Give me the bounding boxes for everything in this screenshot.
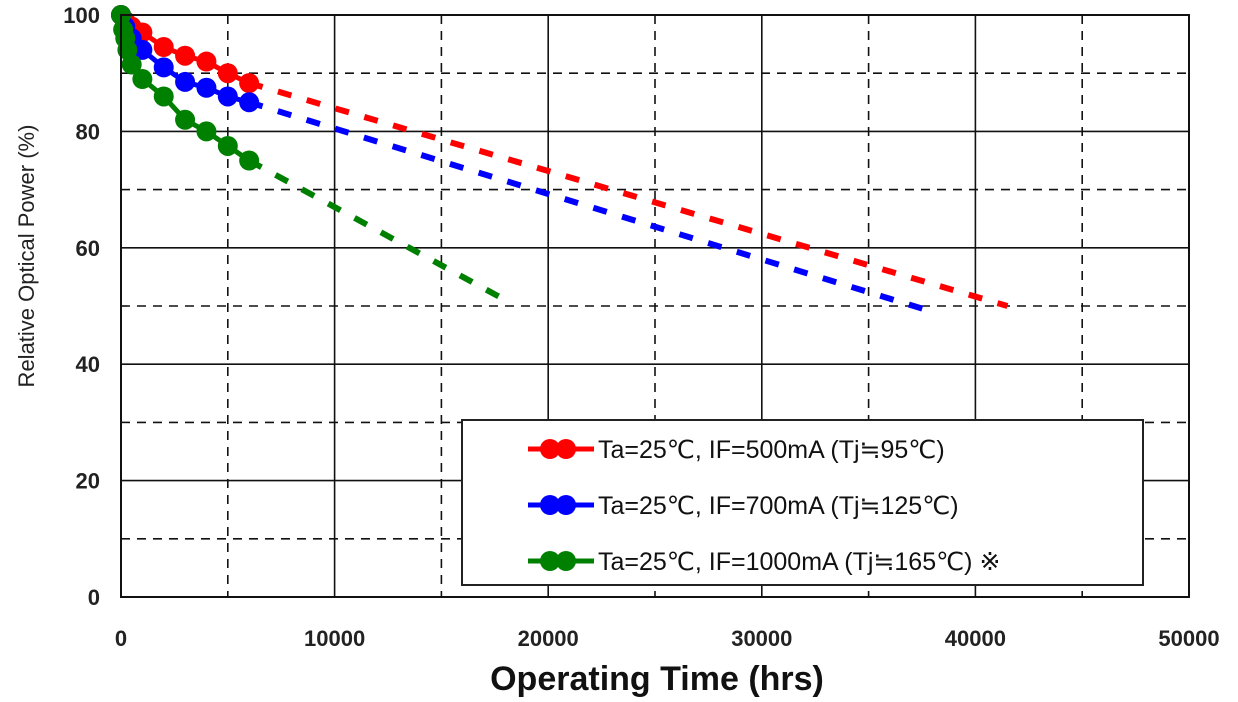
y-tick-label: 100	[63, 3, 100, 28]
x-tick-label: 30000	[731, 626, 792, 651]
legend-marker	[540, 439, 560, 459]
tick-labels: 0 10000 20000 30000 40000 50000 0 20 40 60 80 100	[63, 3, 1219, 651]
legend-marker	[556, 439, 576, 459]
series-1-extrapolation	[248, 80, 1009, 309]
data-point	[196, 77, 217, 98]
legend-label: Ta=25℃, IF=500mA (Tj≒95℃)	[598, 436, 945, 464]
data-point	[121, 54, 142, 75]
series-3	[111, 5, 507, 303]
y-tick-label: 80	[76, 119, 100, 144]
series-layer	[111, 5, 1009, 315]
legend-marker	[556, 551, 576, 571]
data-point	[196, 51, 217, 72]
x-tick-label: 0	[115, 626, 127, 651]
legend-label: Ta=25℃, IF=1000mA (Tj≒165℃) ※	[598, 548, 1000, 576]
y-tick-label: 0	[88, 585, 100, 610]
data-point	[217, 135, 238, 156]
plot-frame	[120, 14, 1190, 598]
legend-items: Ta=25℃, IF=500mA (Tj≒95℃) Ta=25℃, IF=700m…	[528, 436, 1000, 576]
y-tick-label: 20	[76, 469, 100, 494]
legend-marker	[540, 495, 560, 515]
x-tick-label: 50000	[1158, 626, 1219, 651]
legend-marker	[540, 551, 560, 571]
data-point	[132, 39, 153, 60]
data-point	[175, 71, 196, 92]
x-tick-label: 10000	[304, 626, 365, 651]
data-point	[175, 45, 196, 66]
series-3-extrapolation	[247, 157, 507, 303]
data-point	[239, 92, 260, 113]
data-point	[217, 86, 238, 107]
x-tick-label: 40000	[945, 626, 1006, 651]
x-axis-label: Operating Time (hrs)	[490, 660, 824, 698]
y-tick-label: 60	[76, 236, 100, 261]
data-point	[153, 37, 174, 58]
x-tick-label: 20000	[518, 626, 579, 651]
legend: Ta=25℃, IF=500mA (Tj≒95℃) Ta=25℃, IF=700m…	[461, 419, 1144, 586]
legend-marker	[556, 495, 576, 515]
data-point	[153, 86, 174, 107]
data-point	[217, 63, 238, 84]
y-tick-label: 40	[76, 352, 100, 377]
data-point	[196, 121, 217, 142]
y-axis-label: Relative Optical Power (%)	[14, 125, 39, 388]
data-point	[239, 73, 260, 94]
data-point	[132, 69, 153, 90]
legend-label: Ta=25℃, IF=700mA (Tj≒125℃)	[598, 492, 959, 520]
data-point	[175, 109, 196, 130]
data-point	[153, 57, 174, 78]
data-point	[239, 150, 260, 171]
